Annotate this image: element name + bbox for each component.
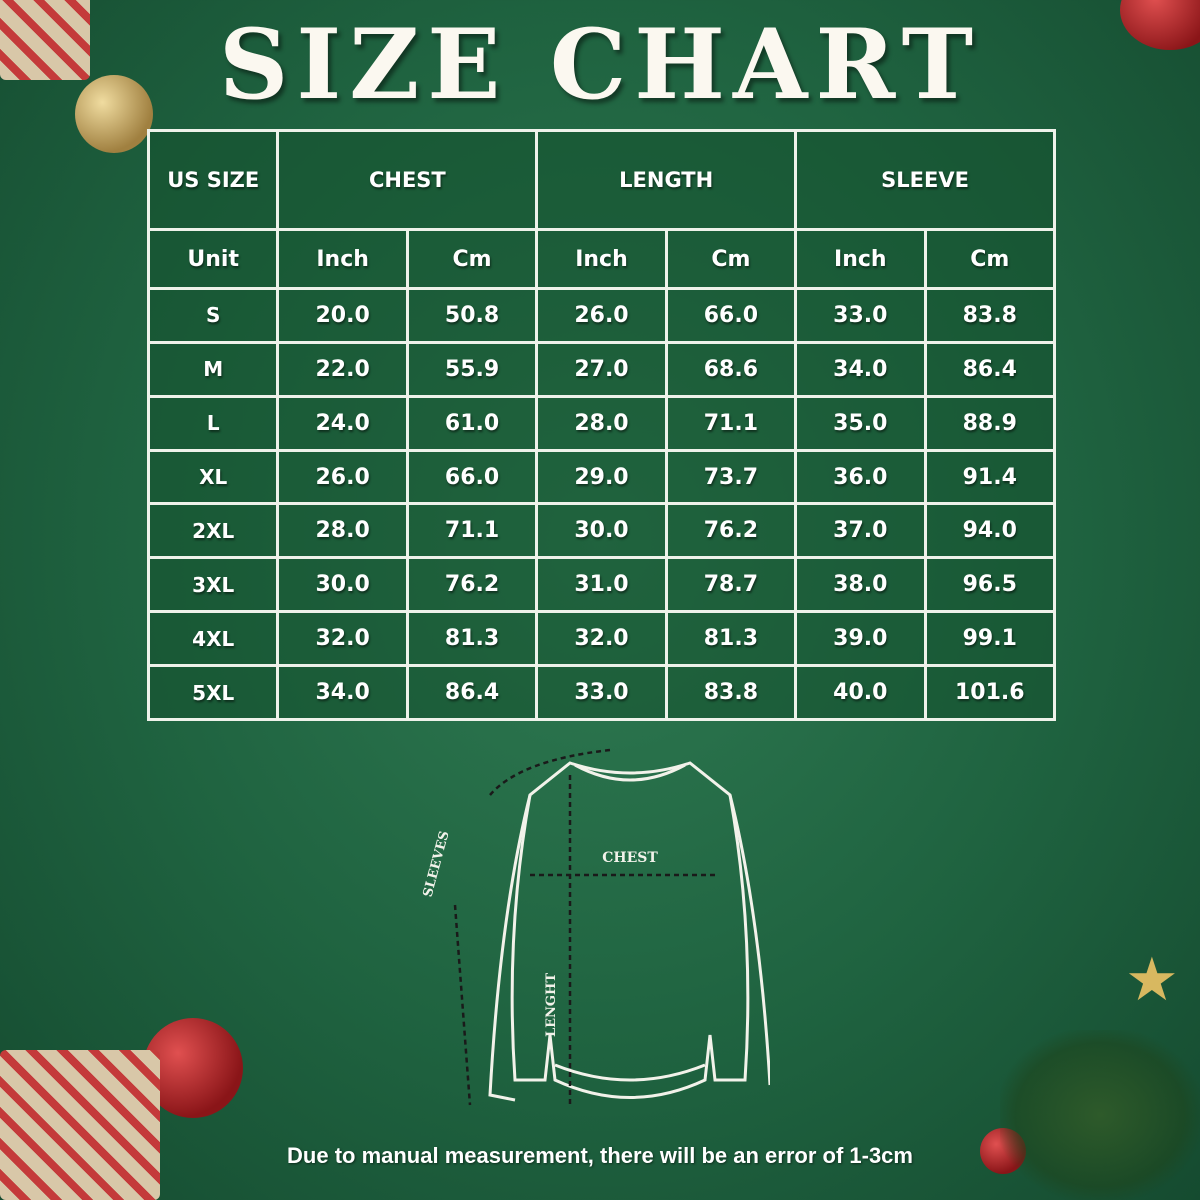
measurement-cell: 71.1 [405, 502, 539, 560]
measurement-cell: 86.4 [923, 340, 1057, 398]
measurement-cell: 26.0 [276, 448, 409, 506]
measurement-cell: 91.4 [923, 448, 1057, 506]
table-row: XL 26.0 66.0 29.0 73.7 36.0 91.4 [146, 448, 1057, 506]
measurement-cell: 29.0 [535, 448, 668, 506]
measurement-cell: 76.2 [664, 502, 798, 560]
measurement-cell: 40.0 [794, 664, 927, 721]
table-row: S 20.0 50.8 26.0 66.0 33.0 83.8 [146, 287, 1057, 344]
measurement-cell: 35.0 [794, 394, 927, 452]
measurement-cell: 68.6 [664, 340, 798, 398]
measurement-cell: 34.0 [794, 340, 927, 398]
measurement-cell: 96.5 [923, 556, 1057, 614]
measurement-cell: 81.3 [405, 610, 539, 668]
gold-ornament-decoration [75, 75, 153, 153]
size-cell: XL [146, 448, 280, 506]
unit-label: Unit [146, 228, 280, 291]
measurement-cell: 26.0 [535, 287, 668, 344]
measurement-cell: 34.0 [276, 664, 409, 721]
size-cell: M [146, 340, 280, 398]
measurement-cell: 61.0 [405, 394, 539, 452]
measurement-cell: 20.0 [276, 287, 409, 344]
measurement-cell: 30.0 [276, 556, 409, 614]
unit-cell: Inch [794, 228, 927, 291]
table-row: 3XL 30.0 76.2 31.0 78.7 38.0 96.5 [146, 556, 1057, 614]
header-chest: CHEST [276, 128, 539, 232]
measurement-cell: 30.0 [535, 502, 668, 560]
measurement-cell: 86.4 [405, 664, 539, 721]
measurement-cell: 83.8 [923, 287, 1057, 344]
measurement-cell: 28.0 [276, 502, 409, 560]
unit-cell: Inch [535, 228, 668, 291]
size-cell: 5XL [146, 664, 280, 721]
measurement-cell: 33.0 [794, 287, 927, 344]
measurement-cell: 37.0 [794, 502, 927, 560]
table-row: 5XL 34.0 86.4 33.0 83.8 40.0 101.6 [146, 664, 1057, 721]
measurement-cell: 31.0 [535, 556, 668, 614]
measurement-cell: 83.8 [664, 664, 798, 721]
measurement-cell: 28.0 [535, 394, 668, 452]
measurement-cell: 66.0 [664, 287, 798, 344]
size-cell: 3XL [146, 556, 280, 614]
measurement-cell: 71.1 [664, 394, 798, 452]
unit-cell: Cm [664, 228, 798, 291]
measurement-cell: 94.0 [923, 502, 1057, 560]
header-length: LENGTH [535, 128, 798, 232]
size-chart-table: US SIZE CHEST LENGTH SLEEVE Unit Inch Cm… [146, 128, 1057, 721]
table-row: M 22.0 55.9 27.0 68.6 34.0 86.4 [146, 340, 1057, 398]
table-row: L 24.0 61.0 28.0 71.1 35.0 88.9 [146, 394, 1057, 452]
sweater-diagram: CHEST LENGHT SLEEVES [421, 748, 770, 1106]
measurement-cell: 78.7 [664, 556, 798, 614]
measurement-cell: 27.0 [535, 340, 668, 398]
measurement-cell: 88.9 [923, 394, 1057, 452]
measure-lines [453, 748, 715, 1106]
length-label: LENGHT [544, 973, 559, 1037]
sleeves-label: SLEEVES [421, 829, 453, 898]
measurement-cell: 24.0 [276, 394, 409, 452]
measurement-cell: 99.1 [923, 610, 1057, 668]
measurement-cell: 36.0 [794, 448, 927, 506]
header-sleeve: SLEEVE [794, 128, 1056, 232]
unit-cell: Cm [923, 228, 1057, 291]
size-cell: S [146, 287, 280, 344]
measurement-cell: 66.0 [405, 448, 539, 506]
measurement-cell: 76.2 [405, 556, 539, 614]
size-cell: 2XL [146, 502, 280, 560]
size-cell: L [146, 394, 280, 452]
measurement-cell: 22.0 [276, 340, 409, 398]
measurement-cell: 55.9 [405, 340, 539, 398]
measurement-cell: 50.8 [405, 287, 539, 344]
page-title: SIZE CHART [218, 8, 982, 121]
chest-label: CHEST [602, 850, 658, 866]
gift-box-decoration [0, 0, 90, 80]
measurement-cell: 81.3 [664, 610, 798, 668]
measurement-cell: 38.0 [794, 556, 927, 614]
unit-cell: Inch [276, 228, 409, 291]
measurement-cell: 73.7 [664, 448, 798, 506]
measurement-cell: 33.0 [535, 664, 668, 721]
table-row: 2XL 28.0 71.1 30.0 76.2 37.0 94.0 [146, 502, 1057, 560]
table-row: 4XL 32.0 81.3 32.0 81.3 39.0 99.1 [146, 610, 1057, 668]
size-cell: 4XL [146, 610, 280, 668]
measurement-note: Due to manual measurement, there will be… [287, 1143, 913, 1168]
measurement-cell: 32.0 [276, 610, 409, 668]
measurement-cell: 101.6 [923, 664, 1057, 721]
header-us-size: US SIZE [146, 128, 280, 232]
unit-cell: Cm [405, 228, 539, 291]
pine-branch-decoration [1000, 1030, 1200, 1200]
group-header-row: US SIZE CHEST LENGTH SLEEVE [146, 128, 1056, 232]
measurement-cell: 39.0 [794, 610, 927, 668]
gift-box-decoration [0, 1050, 160, 1200]
measurement-cell: 32.0 [535, 610, 668, 668]
star-decoration: ★ [1125, 945, 1179, 1015]
unit-row: Unit Inch Cm Inch Cm Inch Cm [146, 228, 1057, 291]
sweater-outline [488, 761, 770, 1102]
